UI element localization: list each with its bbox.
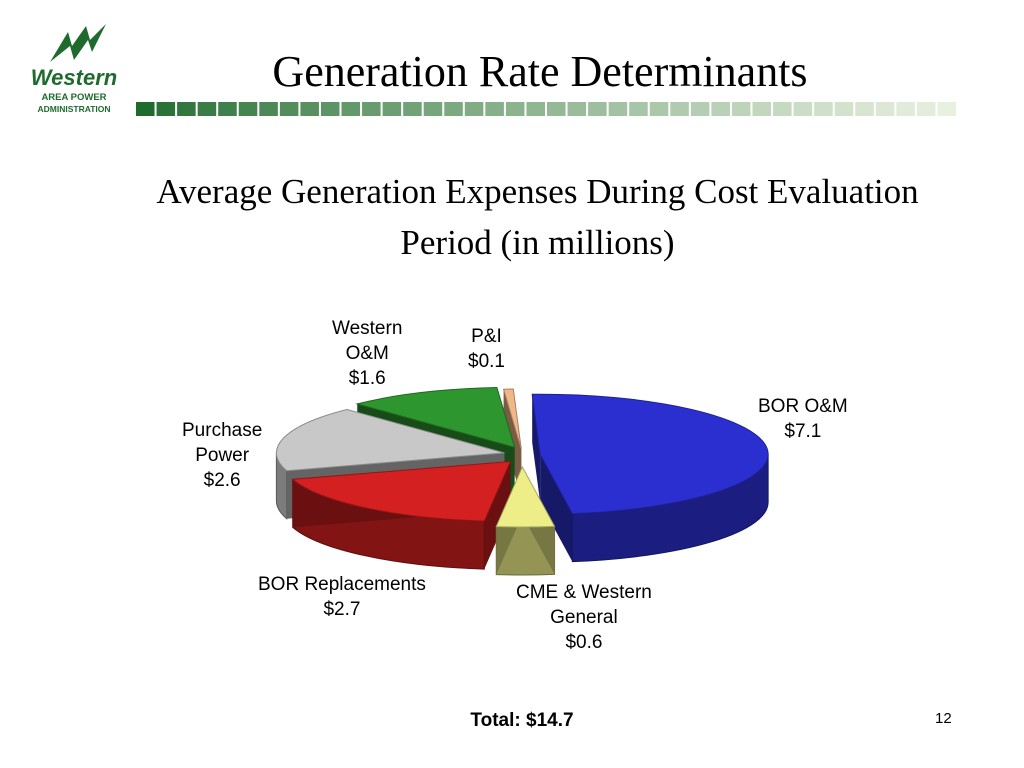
slice-label-line: O&M	[345, 343, 389, 364]
slice-label-line: $0.6	[565, 632, 603, 653]
title-bar-segment	[362, 102, 381, 116]
title-bar-segment	[238, 102, 258, 116]
slice-label-purchase-power: Purchase Power $2.6	[182, 418, 262, 493]
slice-label-line: Western	[332, 318, 403, 339]
title-bar-segment	[793, 102, 813, 116]
title-bar-segment	[937, 102, 956, 116]
title-bar-segment	[896, 102, 915, 116]
chart-total: Total: $14.7	[0, 710, 1024, 732]
logo-word: Western	[31, 65, 117, 90]
slice-label-line: $2.7	[323, 599, 361, 620]
title-bar-segment	[649, 102, 669, 116]
western-logo: Western AREA POWER ADMINISTRATION	[31, 24, 117, 114]
title-bar-segment	[875, 102, 895, 116]
title-bar-segment	[136, 102, 155, 116]
title-bar-segment	[197, 102, 217, 116]
pie-slice-cut-face	[540, 454, 573, 562]
pie-slice-top	[275, 408, 505, 472]
slice-label-bor-om: BOR O&M $7.1	[758, 394, 848, 444]
title-bar-segment	[752, 102, 772, 116]
slice-label-line: General	[550, 607, 618, 628]
chart-subtitle: Average Generation Expenses During Cost …	[156, 172, 919, 262]
slice-label-line: CME & Western	[516, 582, 652, 603]
title-bar-segment	[403, 102, 422, 116]
title-bar-segment	[382, 102, 402, 116]
pie-slice-top	[495, 465, 556, 528]
title-bar-segment	[423, 102, 443, 116]
title-bar-segment	[855, 102, 874, 116]
title-bar-segment	[341, 102, 361, 116]
slice-label-western-om: Western O&M $1.6	[332, 316, 402, 391]
slice-label-line: BOR O&M	[758, 396, 848, 417]
title-bar-segment	[711, 102, 730, 116]
slice-label-pi: P&I $0.1	[468, 324, 505, 374]
title-bar-segment	[588, 102, 607, 116]
total-text: Total: $14.7	[470, 710, 574, 731]
slice-label-line: $7.1	[784, 421, 822, 442]
slice-label-cme-western-general: CME & Western General $0.6	[516, 580, 652, 655]
title-bar-segment	[464, 102, 484, 116]
title-bar-segment	[156, 102, 176, 116]
pie-slice-cut-face	[532, 394, 541, 503]
page-title: Generation Rate Determinants	[272, 47, 808, 96]
slice-label-line: $1.6	[348, 368, 386, 389]
title-bar-segment	[279, 102, 299, 116]
pie-slice-top	[502, 388, 522, 450]
title-bar-segment	[608, 102, 628, 116]
logo-line1: AREA POWER	[41, 92, 106, 103]
title-bar-segment	[814, 102, 833, 116]
title-bar-segment	[690, 102, 710, 116]
slice-label-line: Purchase	[182, 420, 263, 441]
slice-label-bor-replacements: BOR Replacements $2.7	[258, 572, 426, 622]
pie-slice-top	[531, 393, 769, 515]
pie-slice-top	[355, 387, 516, 449]
slice-label-line: P&I	[471, 326, 502, 347]
slice-label-line: Power	[195, 445, 250, 466]
lightning-icon	[50, 24, 106, 62]
page-number: 12	[935, 710, 952, 727]
title-bar-segment	[177, 102, 196, 116]
slice-label-line: $0.1	[468, 351, 505, 372]
slice-label-line: BOR Replacements	[258, 574, 426, 595]
title-bar-segment	[485, 102, 504, 116]
title-underline-bar	[136, 102, 956, 116]
slice-label-line: $2.6	[203, 470, 241, 491]
title-bar-segment	[505, 102, 525, 116]
title-bar-segment	[320, 102, 340, 116]
title-bar-segment	[259, 102, 278, 116]
title-bar-segment	[567, 102, 587, 116]
title-bar-segment	[547, 102, 566, 116]
title-bar-segment	[670, 102, 689, 116]
title-bar-segment	[731, 102, 751, 116]
title-bar-segment	[526, 102, 545, 116]
title-bar-segment	[218, 102, 237, 116]
title-bar-segment	[916, 102, 936, 116]
title-bar-segment	[300, 102, 319, 116]
title-bar-segment	[773, 102, 792, 116]
title-bar-segment	[834, 102, 854, 116]
logo-line2: ADMINISTRATION	[37, 104, 110, 114]
pie-slice-top	[291, 460, 512, 522]
title-bar-segment	[629, 102, 648, 116]
title-bar-segment	[444, 102, 463, 116]
